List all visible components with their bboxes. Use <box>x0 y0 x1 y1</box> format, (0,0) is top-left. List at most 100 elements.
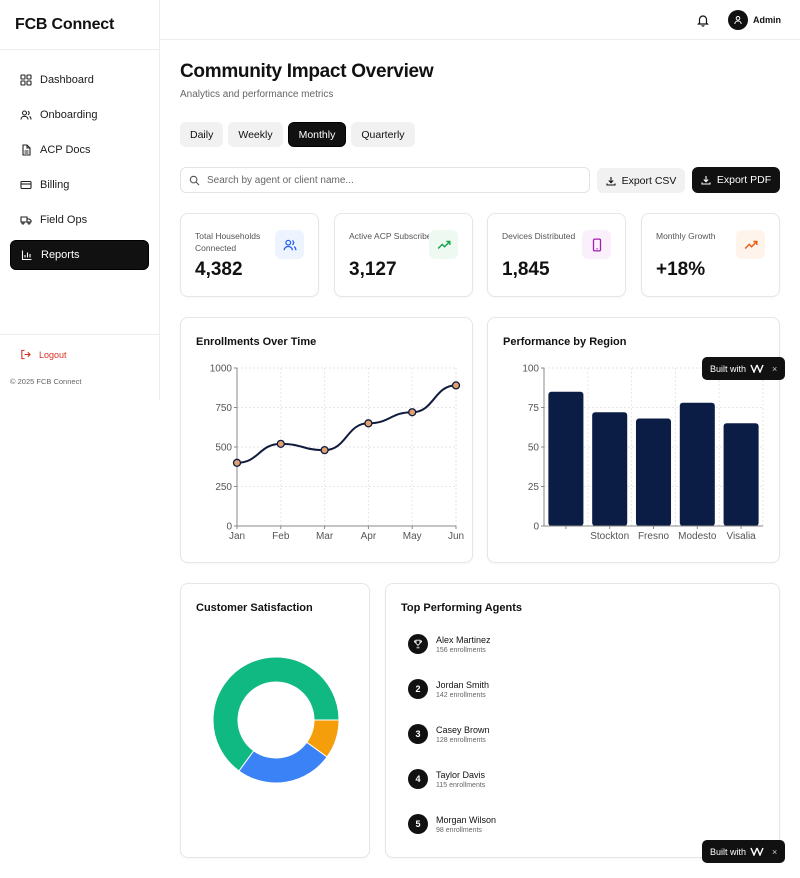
truck-icon <box>20 214 32 226</box>
search-box <box>180 167 590 193</box>
download-icon <box>701 175 711 185</box>
tab-monthly[interactable]: Monthly <box>287 122 347 147</box>
stat-card-subscribers: Active ACP Subscribers 3,127 <box>334 213 473 297</box>
agents-card: Top Performing Agents Alex Martinez 156 … <box>385 583 780 858</box>
stat-label: Devices Distributed <box>502 231 576 241</box>
export-pdf-button[interactable]: Export PDF <box>692 167 780 193</box>
sidebar-item-billing[interactable]: Billing <box>10 170 149 200</box>
y-tick-label: 0 <box>226 522 232 533</box>
donut-slice <box>238 741 328 784</box>
agent-enrollments: 142 enrollments <box>436 691 486 699</box>
card-title: Top Performing Agents <box>401 602 522 614</box>
donut-slice <box>212 656 340 772</box>
export-csv-button[interactable]: Export CSV <box>597 168 685 193</box>
built-with-badge[interactable]: Built with × <box>702 840 785 863</box>
rank-badge: 4 <box>408 769 428 789</box>
data-point <box>364 419 373 428</box>
logout-label: Logout <box>39 349 67 360</box>
agent-enrollments: 128 enrollments <box>436 736 486 744</box>
export-pdf-label: Export PDF <box>716 174 772 186</box>
users-icon <box>20 109 32 121</box>
brand-logo: FCB Connect <box>0 0 159 50</box>
card-title: Customer Satisfaction <box>196 602 313 614</box>
logout-button[interactable]: Logout <box>20 349 160 360</box>
stat-label: Total Households Connected <box>195 231 261 253</box>
agent-name: Taylor Davis <box>436 769 486 780</box>
sidebar-nav: Dashboard Onboarding ACP Docs Billing Fi… <box>0 50 159 270</box>
close-icon[interactable]: × <box>772 363 778 374</box>
avatar[interactable] <box>728 10 748 30</box>
y-tick-label: 100 <box>522 364 539 375</box>
region-bar <box>592 412 628 526</box>
stat-value: +18% <box>656 259 706 280</box>
grid-icon <box>20 74 32 86</box>
tablet-icon <box>582 230 611 259</box>
export-csv-label: Export CSV <box>621 174 677 187</box>
y-tick-label: 25 <box>528 482 540 493</box>
agent-row[interactable]: 3 Casey Brown 128 enrollments <box>408 724 490 744</box>
agent-row[interactable]: Alex Martinez 156 enrollments <box>408 634 491 654</box>
x-tick-label: Mar <box>316 531 334 542</box>
sidebar-footer: Logout © 2025 FCB Connect <box>0 334 160 386</box>
stat-card-growth: Monthly Growth +18% <box>641 213 780 297</box>
sidebar-item-label: Field Ops <box>40 214 88 226</box>
agent-enrollments: 156 enrollments <box>436 646 486 654</box>
data-point <box>408 408 417 417</box>
data-point <box>232 458 242 467</box>
x-tick-label: Jun <box>448 531 464 542</box>
rank-badge: 3 <box>408 724 428 744</box>
built-with-label: Built with <box>710 363 747 374</box>
x-tick-label: Apr <box>361 531 377 542</box>
region-bar <box>723 423 759 526</box>
agent-name: Casey Brown <box>436 724 490 735</box>
y-tick-label: 750 <box>215 403 232 414</box>
tab-quarterly[interactable]: Quarterly <box>351 122 415 147</box>
x-tick-label: Jan <box>229 531 245 542</box>
sidebar-item-label: Reports <box>41 249 80 261</box>
agent-enrollments: 98 enrollments <box>436 826 482 834</box>
region-bar <box>548 391 584 526</box>
stat-value: 4,382 <box>195 259 243 280</box>
y-tick-label: 1000 <box>210 364 233 375</box>
x-tick-label: May <box>403 531 422 542</box>
logout-icon <box>20 349 31 360</box>
search-input[interactable] <box>207 174 567 186</box>
sidebar-item-acp-docs[interactable]: ACP Docs <box>10 135 149 165</box>
tab-daily[interactable]: Daily <box>180 122 224 147</box>
sidebar-item-onboarding[interactable]: Onboarding <box>10 100 149 130</box>
card-title: Enrollments Over Time <box>196 336 317 348</box>
topbar: Admin <box>160 0 800 40</box>
brand-mark-icon <box>750 847 764 856</box>
close-icon[interactable]: × <box>772 846 778 857</box>
agent-row[interactable]: 4 Taylor Davis 115 enrollments <box>408 769 485 789</box>
bar-chart-icon <box>21 249 33 261</box>
period-tabs: Daily Weekly Monthly Quarterly <box>180 122 415 147</box>
download-icon <box>606 176 616 186</box>
built-with-badge[interactable]: Built with × <box>702 357 785 380</box>
sidebar-item-dashboard[interactable]: Dashboard <box>10 65 149 95</box>
region-bar <box>635 418 672 526</box>
stat-card-devices: Devices Distributed 1,845 <box>487 213 626 297</box>
stat-card-households: Total Households Connected 4,382 <box>180 213 319 297</box>
page-subtitle: Analytics and performance metrics <box>180 89 334 100</box>
sidebar-item-label: Dashboard <box>40 74 94 86</box>
stat-value: 3,127 <box>349 259 397 280</box>
user-name[interactable]: Admin <box>753 15 781 25</box>
trophy-icon <box>408 634 428 654</box>
brand-mark-icon <box>750 364 764 373</box>
tab-weekly[interactable]: Weekly <box>228 122 283 147</box>
sidebar-item-label: Onboarding <box>40 109 98 121</box>
bell-icon[interactable] <box>696 13 710 27</box>
sidebar: FCB Connect Dashboard Onboarding ACP Doc… <box>0 0 160 400</box>
users-icon <box>275 230 304 259</box>
sidebar-item-label: ACP Docs <box>40 144 91 156</box>
trending-up-icon <box>736 230 765 259</box>
y-tick-label: 500 <box>215 443 232 454</box>
card-title: Performance by Region <box>503 336 627 348</box>
agent-enrollments: 115 enrollments <box>436 781 486 789</box>
region-bar <box>679 402 715 526</box>
agent-row[interactable]: 5 Morgan Wilson 98 enrollments <box>408 814 496 834</box>
sidebar-item-reports[interactable]: Reports <box>10 240 149 270</box>
agent-row[interactable]: 2 Jordan Smith 142 enrollments <box>408 679 489 699</box>
sidebar-item-field-ops[interactable]: Field Ops <box>10 205 149 235</box>
